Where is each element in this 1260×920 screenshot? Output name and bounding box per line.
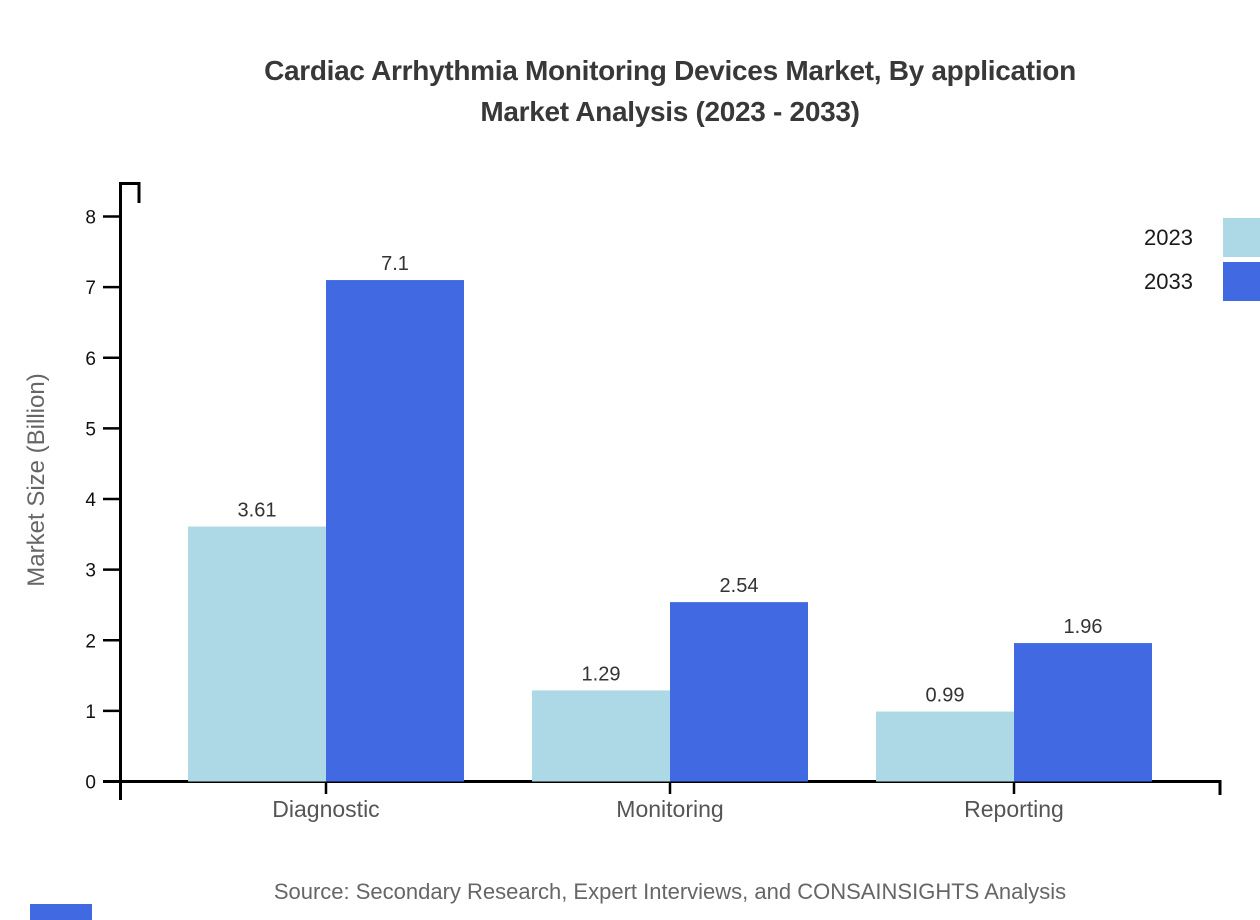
- legend-swatch-2033: [1223, 262, 1260, 301]
- chart-title: Cardiac Arrhythmia Monitoring Devices Ma…: [80, 50, 1260, 132]
- y-tick-label: 3: [85, 561, 96, 582]
- y-tick-label: 7: [85, 278, 96, 299]
- bar-2033-diagnostic: [326, 280, 464, 782]
- bar-value-label-2023-monitoring: 1.29: [582, 663, 621, 685]
- y-tick-label: 6: [85, 349, 96, 370]
- bar-value-label-2023-diagnostic: 3.61: [238, 500, 277, 522]
- y-tick-label: 5: [85, 419, 96, 440]
- bar-2023-monitoring: [532, 690, 670, 782]
- bar-2033-reporting: [1014, 643, 1152, 782]
- bar-value-label-2033-reporting: 1.96: [1064, 616, 1103, 638]
- bar-value-label-2033-monitoring: 2.54: [720, 575, 759, 597]
- y-tick-label: 2: [85, 631, 96, 652]
- bar-2033-monitoring: [670, 602, 808, 782]
- x-category-label: Diagnostic: [272, 796, 379, 822]
- x-category-label: Monitoring: [616, 796, 723, 822]
- y-tick-label: 8: [85, 208, 96, 229]
- bar-2023-reporting: [876, 711, 1014, 782]
- legend-item-label-2023: 2023: [1144, 225, 1193, 250]
- legend-swatch-2023: [1223, 218, 1260, 257]
- chart-title-line1: Cardiac Arrhythmia Monitoring Devices Ma…: [264, 55, 1076, 86]
- y-tick-label: 1: [85, 702, 96, 723]
- chart-title-line2: Market Analysis (2023 - 2033): [480, 96, 860, 127]
- logo-fragment: [30, 904, 92, 920]
- bar-2023-diagnostic: [188, 526, 326, 782]
- y-tick-label: 4: [85, 490, 96, 511]
- bar-value-label-2023-reporting: 0.99: [926, 685, 965, 707]
- y-tick-label: 0: [85, 773, 96, 794]
- legend-item-label-2033: 2033: [1144, 269, 1193, 294]
- source-note: Source: Secondary Research, Expert Inter…: [273, 879, 1067, 904]
- bar-value-label-2033-diagnostic: 7.1: [381, 253, 409, 275]
- x-category-label: Reporting: [964, 796, 1064, 822]
